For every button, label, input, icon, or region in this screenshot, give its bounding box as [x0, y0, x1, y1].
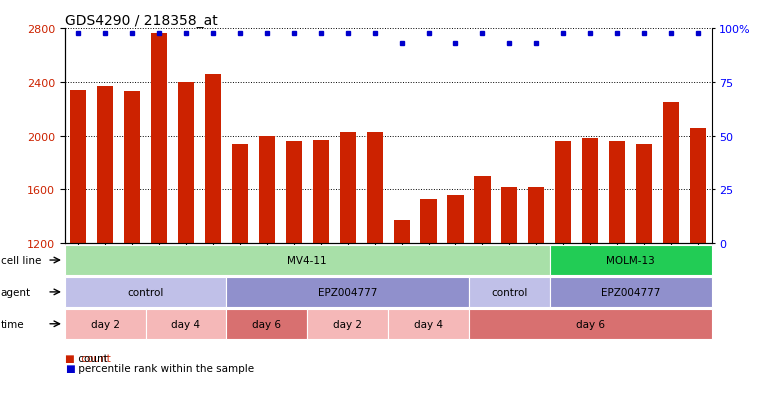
Bar: [528, 187, 544, 244]
Bar: [393, 221, 409, 244]
Text: day 6: day 6: [253, 319, 282, 329]
Text: count: count: [75, 353, 107, 363]
Bar: [556, 142, 572, 244]
Text: MOLM-13: MOLM-13: [607, 255, 655, 266]
Bar: [313, 140, 329, 244]
Text: day 4: day 4: [414, 319, 443, 329]
Bar: [501, 187, 517, 244]
Bar: [474, 177, 491, 244]
Bar: [663, 103, 679, 244]
Bar: [285, 142, 302, 244]
Bar: [339, 132, 356, 244]
Bar: [421, 199, 437, 244]
Bar: [690, 128, 706, 244]
Bar: [259, 136, 275, 244]
Bar: [367, 132, 383, 244]
Text: day 2: day 2: [333, 319, 362, 329]
Bar: [151, 34, 167, 244]
Text: day 2: day 2: [91, 319, 119, 329]
Bar: [97, 87, 113, 244]
Text: cell line: cell line: [1, 255, 41, 266]
Bar: [70, 91, 86, 244]
Bar: [178, 83, 194, 244]
Text: day 4: day 4: [171, 319, 200, 329]
Bar: [232, 144, 248, 244]
Text: percentile rank within the sample: percentile rank within the sample: [75, 363, 253, 373]
Text: GDS4290 / 218358_at: GDS4290 / 218358_at: [65, 14, 218, 28]
Bar: [447, 195, 463, 244]
Text: EPZ004777: EPZ004777: [318, 287, 377, 297]
Bar: [636, 144, 652, 244]
Text: EPZ004777: EPZ004777: [601, 287, 661, 297]
Text: time: time: [1, 319, 24, 329]
Text: control: control: [127, 287, 164, 297]
Text: control: control: [491, 287, 527, 297]
Text: MV4-11: MV4-11: [288, 255, 327, 266]
Bar: [582, 139, 598, 244]
Bar: [609, 142, 626, 244]
Text: agent: agent: [1, 287, 31, 297]
Bar: [124, 92, 140, 244]
Text: ■: ■: [65, 363, 75, 373]
Text: ■  count: ■ count: [65, 353, 110, 363]
Text: day 6: day 6: [576, 319, 605, 329]
Bar: [205, 74, 221, 244]
